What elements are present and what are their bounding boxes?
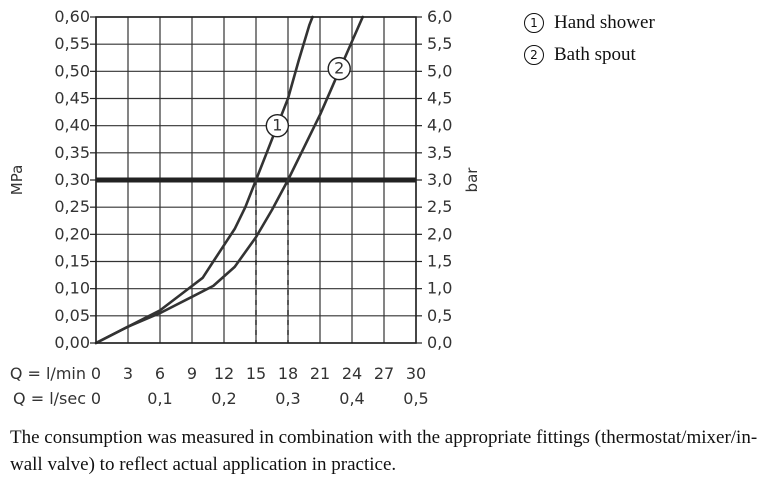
series-marker-label-2: 2 (334, 59, 344, 78)
y2-tick-label: 1,5 (427, 252, 452, 271)
x-tick-label-lmin: 18 (278, 364, 298, 383)
y2-tick-label: 2,0 (427, 224, 452, 243)
legend-item: 1 Hand shower (524, 12, 655, 34)
y2-axis-ticks: 0,0 0,5 1,0 1,5 2,0 2,5 3,0 3,5 4,0 4,5 5,0 5,5 6,0 (416, 7, 452, 352)
x-tick-label-lsec: 0,4 (339, 389, 364, 408)
legend-marker: 1 (524, 13, 544, 33)
y-axis-ticks: 0,00 0,05 0,10 0,15 0,20 0,25 0,30 0,35 0,40 0,45… (54, 7, 96, 352)
series-marker-label-1: 1 (272, 116, 282, 135)
y-axis-label: MPa (8, 165, 26, 196)
y2-tick-label: 5,0 (427, 61, 452, 80)
legend-marker: 2 (524, 45, 544, 65)
legend-item: 2 Bath spout (524, 44, 636, 66)
legend-label: Hand shower (554, 12, 655, 33)
y2-tick-label: 1,0 (427, 279, 452, 298)
series-markers: 12 (265, 56, 351, 138)
x-tick-label-lmin: 30 (406, 364, 426, 383)
series-marker-circle-1 (265, 113, 290, 138)
y-tick-label: 0,00 (54, 333, 90, 352)
y-tick-label: 0,35 (54, 143, 90, 162)
y-tick-label: 0,45 (54, 89, 90, 108)
series-line-1 (94, 15, 314, 345)
y2-axis-label: bar (463, 167, 481, 193)
y-tick-label: 0,05 (54, 306, 90, 325)
x-tick-label-lsec: 0,3 (275, 389, 300, 408)
y-tick-label: 0,50 (54, 61, 90, 80)
y2-tick-label: 0,0 (427, 333, 452, 352)
y2-tick-label: 6,0 (427, 7, 452, 26)
x-tick-label-lsec: 0,2 (211, 389, 236, 408)
x-row1-label: Q = l/min (10, 364, 86, 383)
y2-tick-label: 4,0 (427, 116, 452, 135)
x-axis-ticks-lsec: 0 0,1 0,2 0,3 0,4 0,5 (91, 389, 429, 408)
x-axis-ticks-lmin: 0 3 6 9 12 15 18 21 24 27 30 (91, 364, 426, 383)
y2-tick-label: 3,0 (427, 170, 452, 189)
y-tick-label: 0,30 (54, 170, 90, 189)
y-tick-label: 0,40 (54, 116, 90, 135)
y2-tick-label: 5,5 (427, 34, 452, 53)
x-tick-label-lmin: 24 (342, 364, 362, 383)
y-tick-label: 0,60 (54, 7, 90, 26)
y2-tick-label: 2,5 (427, 197, 452, 216)
x-tick-label-lsec: 0 (91, 389, 101, 408)
y-tick-label: 0,15 (54, 252, 90, 271)
x-tick-label-lmin: 6 (155, 364, 165, 383)
series-marker-circle-2 (327, 56, 351, 81)
measurement-note: The consumption was measured in combinat… (10, 427, 758, 475)
x-tick-label-lmin: 27 (374, 364, 394, 383)
y2-tick-label: 0,5 (427, 306, 452, 325)
x-tick-label-lmin: 3 (123, 364, 133, 383)
y2-tick-label: 3,5 (427, 143, 452, 162)
x-tick-label-lmin: 15 (246, 364, 266, 383)
x-tick-label-lmin: 12 (214, 364, 234, 383)
flow-pressure-chart: 12 0,000,050,100,150,200,250,300,350,400… (8, 7, 481, 408)
x-tick-label-lmin: 0 (91, 364, 101, 383)
y-tick-label: 0,55 (54, 34, 90, 53)
x-tick-label-lmin: 21 (310, 364, 330, 383)
y-tick-label: 0,25 (54, 197, 90, 216)
legend-label: Bath spout (554, 44, 636, 65)
y-tick-label: 0,20 (54, 224, 90, 243)
x-tick-label-lsec: 0,5 (403, 389, 428, 408)
y2-tick-label: 4,5 (427, 89, 452, 108)
x-tick-label-lsec: 0,1 (147, 389, 172, 408)
y-tick-label: 0,10 (54, 279, 90, 298)
x-row2-label: Q = l/sec (13, 389, 86, 408)
guide-lines (255, 180, 289, 343)
x-tick-label-lmin: 9 (187, 364, 197, 383)
